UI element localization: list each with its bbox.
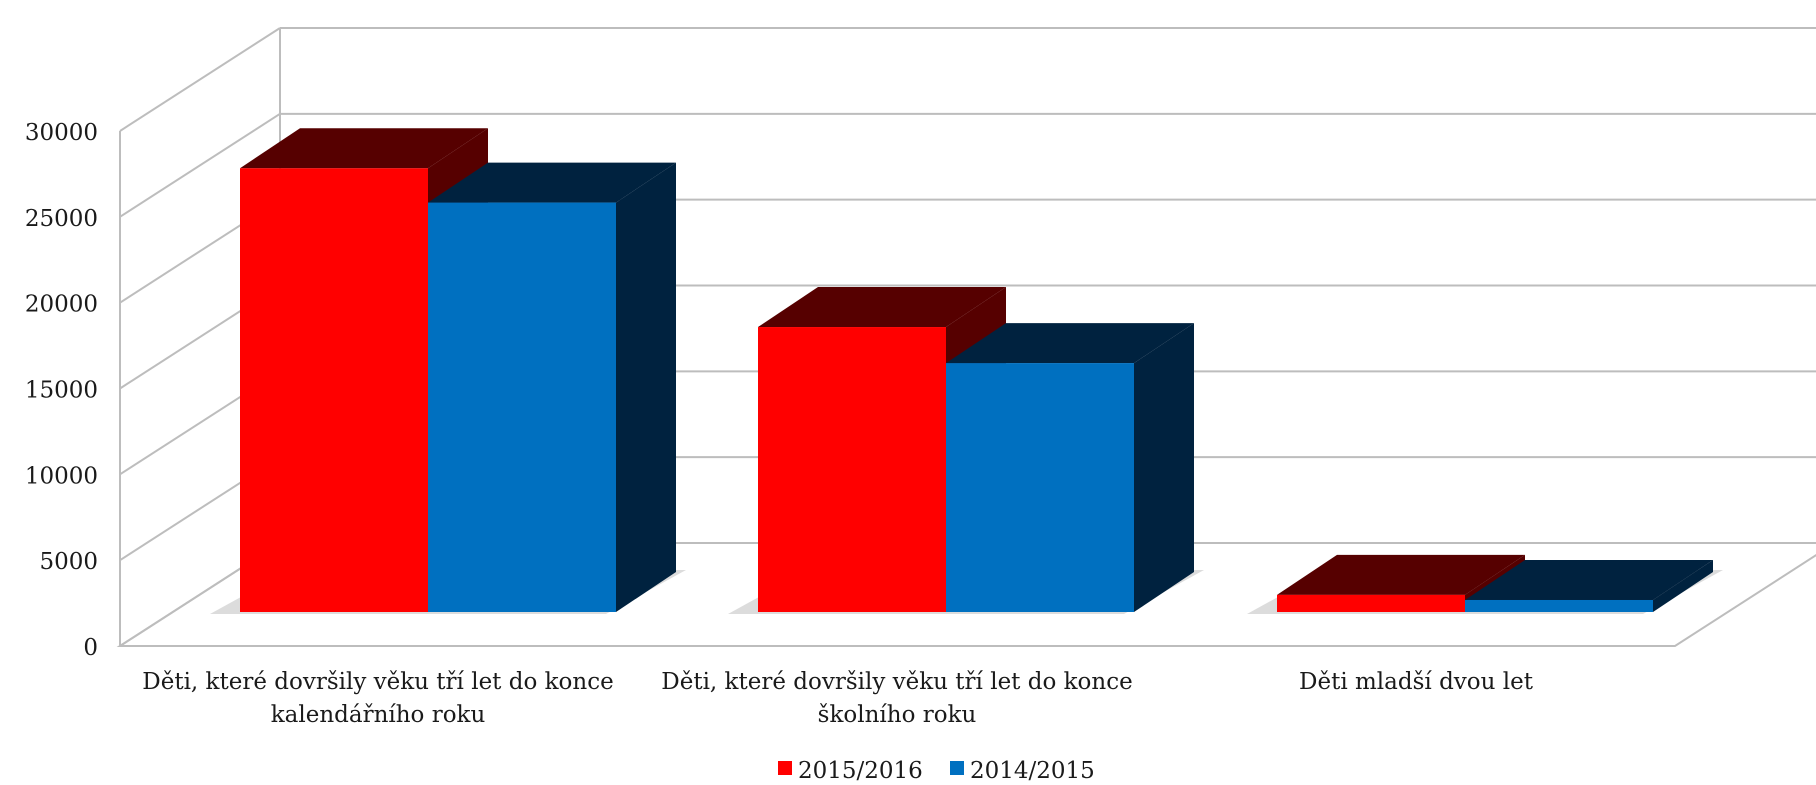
y-tick-label: 5000 (39, 549, 98, 575)
legend-swatch (778, 761, 792, 775)
y-tick-label: 20000 (25, 292, 98, 318)
y-axis-ticks: 0 5000 10000 15000 20000 25000 30000 (25, 120, 98, 661)
x-category-label: školního roku (818, 702, 977, 728)
gridline-side (119, 27, 281, 132)
y-tick-label: 0 (83, 635, 98, 661)
y-tick-label: 15000 (25, 378, 98, 404)
bar-top (240, 128, 488, 169)
bar-side (1134, 323, 1194, 612)
bar-top (758, 287, 1006, 328)
bar-top (946, 323, 1194, 364)
bar (946, 323, 1194, 612)
x-category-label: Děti, které dovršily věku tří let do kon… (142, 669, 613, 695)
y-tick-label: 25000 (25, 206, 98, 232)
gridline-side (119, 112, 281, 218)
legend: 2015/2016 2014/2015 (778, 758, 1095, 784)
x-category-label: Děti mladší dvou let (1299, 669, 1534, 695)
y-tick-label: 30000 (25, 120, 98, 146)
bar-front (240, 168, 428, 612)
x-category-label: Děti, které dovršily věku tří let do kon… (661, 669, 1132, 695)
bar-top (428, 162, 676, 203)
bar (428, 162, 676, 612)
bar-side (616, 162, 676, 612)
bar-front (946, 363, 1134, 612)
bar-side (1653, 559, 1713, 612)
legend-label: 2014/2015 (970, 758, 1095, 784)
bar-top (1465, 559, 1713, 600)
bar-front (428, 202, 616, 612)
chart-floor (116, 542, 1816, 647)
x-category-label: kalendářního roku (271, 702, 486, 728)
chart-bars (210, 128, 1723, 614)
bar (1465, 559, 1713, 612)
legend-swatch (950, 761, 964, 775)
bar-top (1277, 554, 1525, 595)
legend-label: 2015/2016 (798, 758, 923, 784)
y-tick-label: 10000 (25, 463, 98, 489)
bar-front (1277, 594, 1465, 612)
bar-front (1465, 599, 1653, 612)
x-axis-categories: Děti, které dovršily věku tří let do kon… (142, 669, 1533, 728)
bar-front (758, 327, 946, 612)
